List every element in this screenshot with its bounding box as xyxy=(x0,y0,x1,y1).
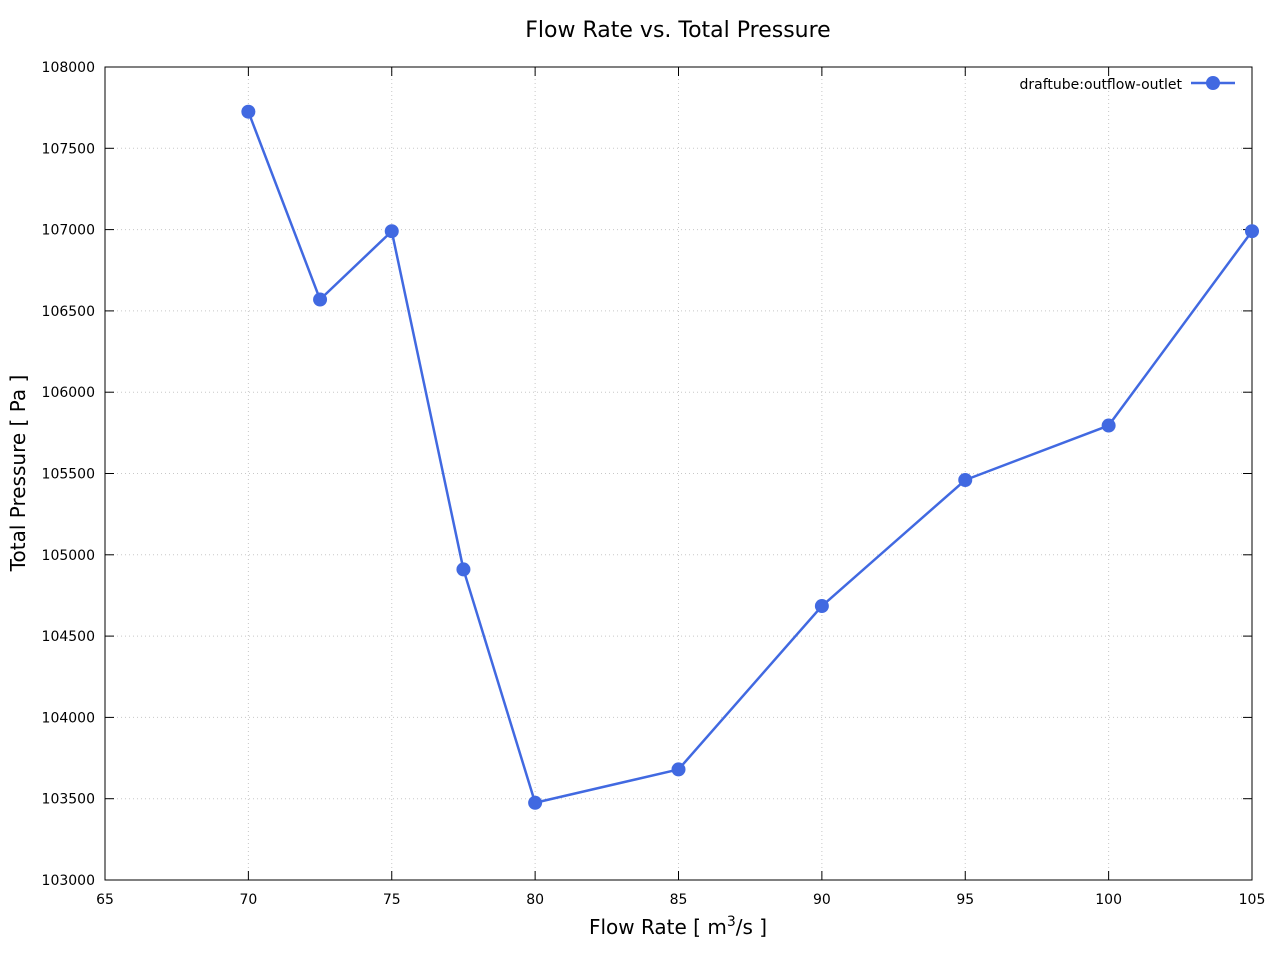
data-point-marker xyxy=(814,599,829,614)
y-tick-label: 104500 xyxy=(42,629,95,645)
x-tick-label: 85 xyxy=(670,892,688,908)
legend: draftube:outflow-outlet xyxy=(1020,76,1235,93)
y-tick-label: 107000 xyxy=(42,223,95,239)
x-tick-label: 65 xyxy=(96,892,114,908)
y-tick-label: 103000 xyxy=(42,873,95,889)
data-point-marker xyxy=(958,473,973,488)
x-tick-label: 105 xyxy=(1239,892,1266,908)
x-axis-tick-labels: 65 70 75 80 85 90 95 100 105 xyxy=(96,892,1265,908)
y-tick-label: 108000 xyxy=(42,60,95,76)
data-point-marker xyxy=(384,224,399,239)
axis-ticks xyxy=(104,66,1253,881)
data-point-marker xyxy=(1245,224,1259,239)
y-tick-label: 103500 xyxy=(42,792,95,808)
data-point-marker xyxy=(528,795,543,810)
data-point-marker xyxy=(313,292,328,307)
x-axis-title-tail: /s ] xyxy=(736,915,767,939)
legend-label: draftube:outflow-outlet xyxy=(1020,77,1183,93)
x-tick-label: 95 xyxy=(956,892,974,908)
y-tick-label: 104000 xyxy=(42,710,95,726)
series-layer xyxy=(241,104,1259,810)
y-axis-title: Total Pressure [ Pa ] xyxy=(6,375,30,573)
series-line xyxy=(247,111,1254,805)
data-point-marker xyxy=(671,762,686,777)
y-tick-label: 106500 xyxy=(42,304,95,320)
x-tick-label: 70 xyxy=(239,892,257,908)
x-tick-label: 80 xyxy=(526,892,544,908)
data-point-marker xyxy=(456,562,471,577)
y-tick-label: 105500 xyxy=(42,467,95,483)
y-tick-label: 105000 xyxy=(42,548,95,564)
y-tick-label: 106000 xyxy=(42,385,95,401)
x-axis-title: Flow Rate [ m3/s ] xyxy=(589,914,767,939)
x-axis-title-main: Flow Rate [ m xyxy=(589,915,727,939)
data-point-marker xyxy=(1101,418,1116,433)
x-tick-label: 100 xyxy=(1095,892,1122,908)
x-tick-label: 90 xyxy=(813,892,831,908)
y-tick-label: 107500 xyxy=(42,141,95,157)
chart-title: Flow Rate vs. Total Pressure xyxy=(525,18,830,43)
legend-marker-swatch xyxy=(1206,76,1220,90)
y-axis-tick-labels: 103000 103500 104000 104500 105000 105500 1060… xyxy=(42,60,95,889)
x-tick-label: 75 xyxy=(383,892,401,908)
data-point-marker xyxy=(241,104,256,119)
x-axis-title-superscript: 3 xyxy=(727,914,736,930)
